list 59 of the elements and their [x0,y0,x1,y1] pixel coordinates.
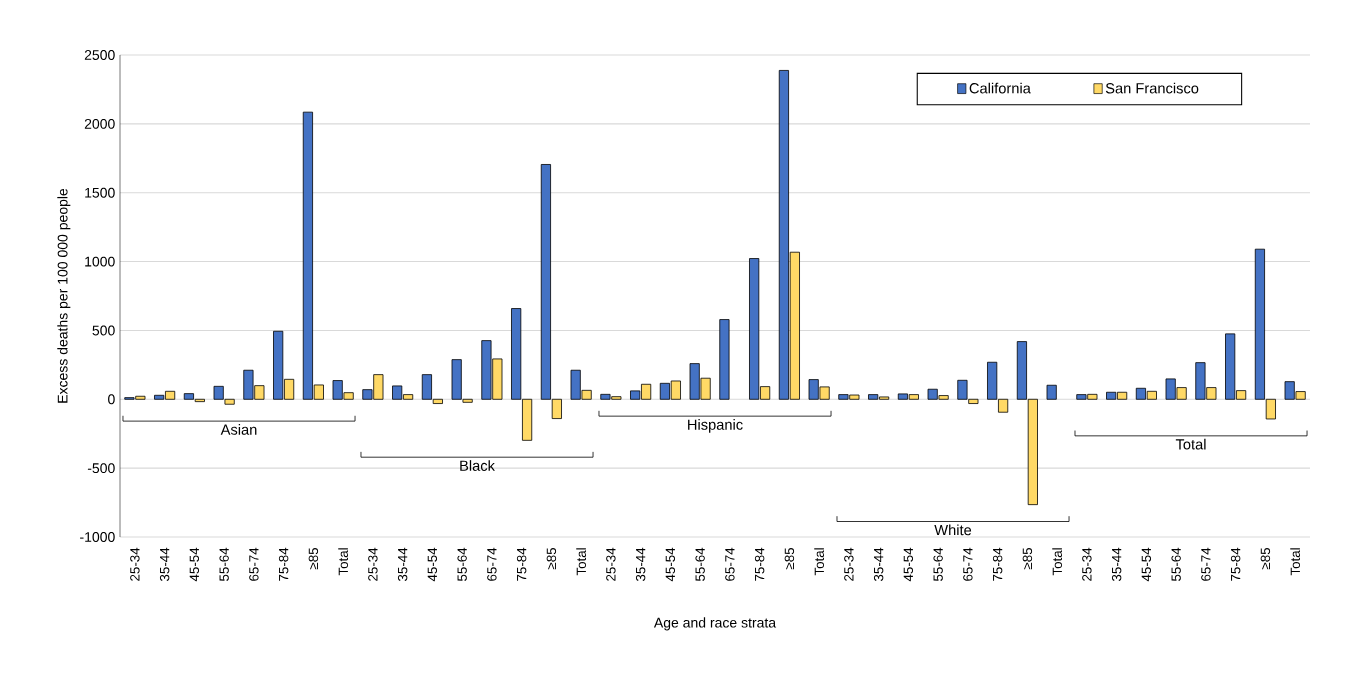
bar [1046,384,1057,400]
legend-label: San Francisco [1105,82,1199,94]
x-tick-label: 35-44 [873,547,884,581]
x-tick-label: 75-84 [754,547,765,581]
x-tick-label: 25-34 [844,547,854,581]
x-tick-label: 45-54 [427,547,438,582]
x-tick-label: 25-34 [368,547,378,581]
annotation: Total [1175,438,1206,450]
x-tick-label: 35-44 [1111,547,1122,581]
y-tick-label: 1000 [85,256,115,267]
annotation: Asian [220,424,257,435]
x-tick-label: ≥85 [1260,547,1271,570]
x-tick-label: 65-74 [487,547,497,581]
y-tick-label: 1500 [85,187,115,198]
x-tick-label: 25-34 [130,547,140,581]
x-tick-label: 55-64 [1171,547,1181,581]
annotation: White [934,524,972,536]
x-tick-label: 65-74 [725,547,735,581]
y-axis-title: Excess deaths per 100 000 people [57,188,71,403]
y-tick-label: 2000 [84,118,115,129]
x-tick-label: 35-44 [635,547,646,581]
x-tick-label: 75-84 [516,547,527,581]
x-tick-label: Total [338,548,349,576]
y-tick-label: 500 [92,325,115,336]
x-tick-label: Total [814,548,825,576]
x-tick-label: 45-54 [189,547,200,582]
x-tick-label: 35-44 [159,547,170,581]
x-tick-label: 55-64 [457,547,467,581]
y-tick-label: 0 [108,394,115,405]
x-tick-label: 55-64 [933,547,943,581]
x-tick-label: 45-54 [665,547,676,582]
x-tick-label: 25-34 [1082,547,1092,581]
x-tick-label: ≥85 [308,547,319,570]
x-tick-label: 55-64 [219,547,229,581]
x-tick-label: 45-54 [903,547,914,582]
x-tick-label: 25-34 [606,547,616,581]
bar [719,319,730,400]
legend-label: California [969,82,1031,94]
x-axis-title: Age and race strata [653,617,777,631]
x-tick-label: 65-74 [1201,547,1211,581]
x-tick-label: 75-84 [278,547,289,581]
x-tick-label: 65-74 [963,547,973,581]
x-tick-label: ≥85 [1022,547,1033,570]
x-tick-label: 55-64 [695,547,705,581]
annotation: Black [460,460,495,471]
x-tick-label: ≥85 [784,547,795,570]
x-tick-label: 75-84 [992,547,1003,581]
x-tick-label: 75-84 [1230,547,1241,581]
x-tick-label: 65-74 [249,547,259,581]
x-tick-label: Total [576,548,587,576]
x-tick-label: Total [1052,548,1063,576]
y-tick-label: -1000 [80,532,115,542]
x-tick-label: Total [1290,548,1301,576]
x-tick-label: ≥85 [546,547,557,570]
y-tick-label: 2500 [84,50,115,60]
y-tick-label: -500 [87,463,115,474]
x-tick-label: 35-44 [397,547,408,581]
annotation: Hispanic [688,419,743,433]
x-tick-label: 45-54 [1141,547,1152,582]
